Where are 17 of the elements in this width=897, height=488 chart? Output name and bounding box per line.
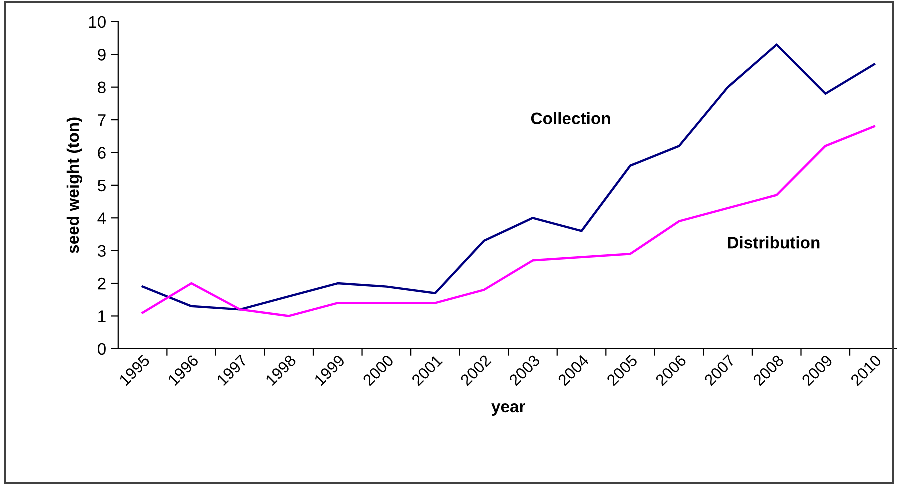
y-tick-label: 1 [98,310,106,322]
y-axis-title: seed weight (ton) [66,118,83,254]
y-tick-label: 10 [89,16,106,28]
y-tick-label: 8 [98,82,106,94]
y-tick-label: 0 [98,343,106,356]
y-tick-label: 4 [98,212,106,224]
y-tick-label: 2 [98,278,106,290]
x-axis-title: year [492,404,526,416]
y-tick-label: 9 [98,49,106,61]
y-tick-label: 5 [98,180,106,192]
y-tick-label: 6 [98,147,106,159]
y-tick-label: 7 [98,114,106,126]
text: Collection [531,112,610,125]
series-label: Distribution [728,236,820,249]
line-series [142,44,876,311]
line-series [142,125,876,318]
y-tick-label: 3 [98,245,106,258]
